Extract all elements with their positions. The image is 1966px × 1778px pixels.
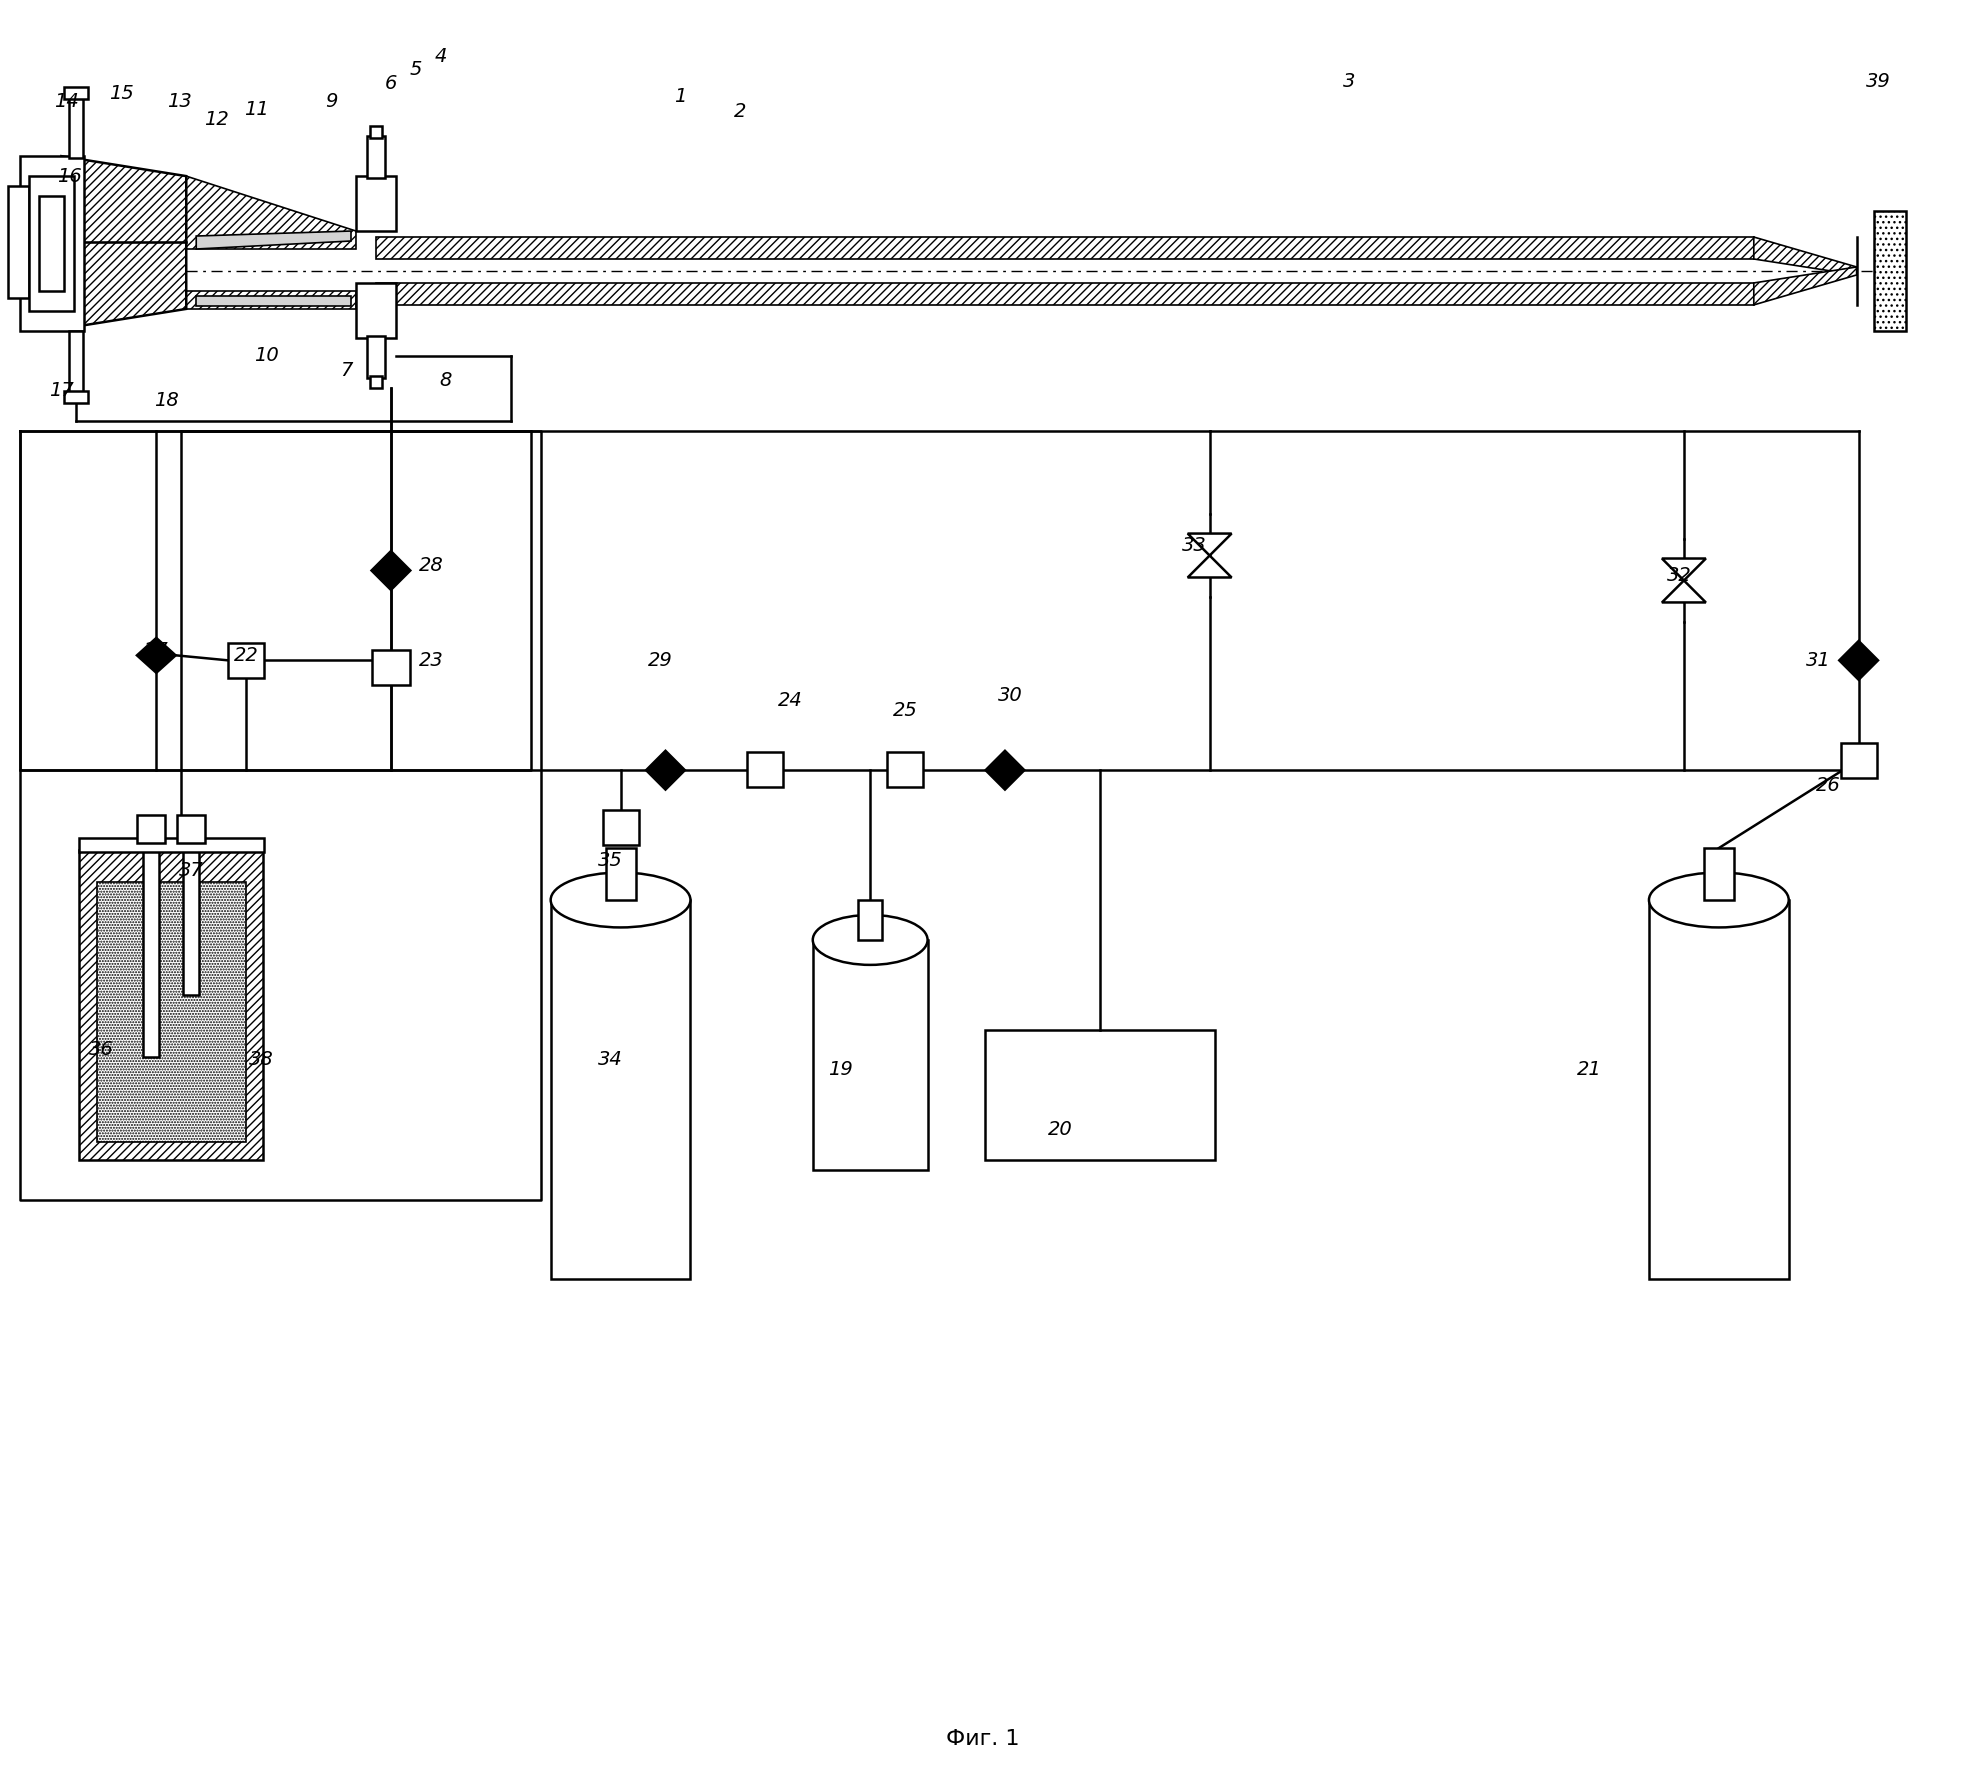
Text: 34: 34 xyxy=(598,1051,623,1069)
Text: 24: 24 xyxy=(779,692,802,709)
Text: 33: 33 xyxy=(1182,535,1207,555)
Polygon shape xyxy=(79,850,263,1159)
Bar xyxy=(368,336,385,377)
Polygon shape xyxy=(1754,236,1856,276)
Bar xyxy=(368,137,385,178)
Polygon shape xyxy=(1187,555,1231,578)
Bar xyxy=(65,87,88,100)
Bar xyxy=(1705,848,1734,900)
Polygon shape xyxy=(645,750,686,789)
Bar xyxy=(606,848,635,900)
Text: 25: 25 xyxy=(893,701,918,720)
Text: 2: 2 xyxy=(733,101,747,121)
Bar xyxy=(144,839,159,1056)
Bar xyxy=(177,814,204,843)
Text: 37: 37 xyxy=(179,861,204,880)
Bar xyxy=(859,900,883,941)
Bar xyxy=(39,196,65,292)
Text: 32: 32 xyxy=(1667,565,1691,585)
Ellipse shape xyxy=(1649,873,1789,928)
Polygon shape xyxy=(1661,558,1706,580)
Text: 30: 30 xyxy=(997,686,1022,704)
Text: 28: 28 xyxy=(419,557,442,574)
Bar xyxy=(370,126,381,139)
Bar xyxy=(69,96,83,158)
Polygon shape xyxy=(197,231,352,249)
Text: 36: 36 xyxy=(88,1040,114,1060)
Text: 35: 35 xyxy=(598,850,623,869)
Text: 7: 7 xyxy=(340,361,352,380)
Bar xyxy=(29,176,75,311)
Text: 6: 6 xyxy=(385,73,397,92)
Text: 26: 26 xyxy=(1817,775,1840,795)
Text: 18: 18 xyxy=(153,391,179,411)
Bar xyxy=(356,176,395,231)
Bar xyxy=(356,283,395,338)
Text: 1: 1 xyxy=(674,87,686,105)
Bar xyxy=(985,1029,1215,1159)
Bar xyxy=(747,752,782,788)
Polygon shape xyxy=(985,750,1024,789)
Text: 11: 11 xyxy=(244,100,269,119)
Bar xyxy=(138,814,165,843)
Text: 31: 31 xyxy=(1807,651,1830,670)
Polygon shape xyxy=(376,283,1754,304)
Polygon shape xyxy=(197,295,352,306)
Text: 3: 3 xyxy=(1343,71,1357,91)
Bar xyxy=(1874,212,1905,331)
Text: 39: 39 xyxy=(1866,71,1891,91)
Text: 4: 4 xyxy=(434,46,446,66)
Text: 12: 12 xyxy=(204,110,228,128)
Bar xyxy=(887,752,924,788)
Text: 8: 8 xyxy=(440,372,452,391)
Bar xyxy=(814,941,928,1170)
Polygon shape xyxy=(187,292,356,309)
Bar xyxy=(604,811,639,845)
Text: 21: 21 xyxy=(1577,1060,1602,1079)
Text: 27: 27 xyxy=(144,640,169,660)
Text: 38: 38 xyxy=(250,1051,273,1069)
Polygon shape xyxy=(1838,640,1879,681)
Text: 14: 14 xyxy=(53,92,79,110)
Polygon shape xyxy=(61,156,187,329)
Bar xyxy=(228,644,263,679)
Text: 19: 19 xyxy=(828,1060,853,1079)
Bar xyxy=(79,837,263,852)
Text: 9: 9 xyxy=(324,92,338,110)
Polygon shape xyxy=(136,637,177,674)
Ellipse shape xyxy=(550,873,690,928)
Text: 29: 29 xyxy=(649,651,672,670)
Polygon shape xyxy=(1754,267,1856,304)
Text: 13: 13 xyxy=(167,92,191,110)
Bar xyxy=(372,651,409,685)
Text: 23: 23 xyxy=(419,651,442,670)
Text: 17: 17 xyxy=(49,380,75,400)
Text: 5: 5 xyxy=(409,60,423,78)
Bar xyxy=(8,187,29,299)
Bar xyxy=(1649,900,1789,1280)
Bar xyxy=(65,391,88,404)
Polygon shape xyxy=(1187,533,1231,555)
Bar xyxy=(98,882,246,1141)
Bar xyxy=(69,331,83,393)
Bar xyxy=(370,375,381,388)
Bar xyxy=(20,156,85,331)
Text: 15: 15 xyxy=(108,84,134,103)
Text: 20: 20 xyxy=(1048,1120,1071,1140)
Polygon shape xyxy=(1661,580,1706,603)
Text: Фиг. 1: Фиг. 1 xyxy=(946,1728,1020,1750)
Bar xyxy=(550,900,690,1280)
Text: 10: 10 xyxy=(254,347,279,364)
Polygon shape xyxy=(187,176,356,249)
Text: 22: 22 xyxy=(234,645,258,665)
Ellipse shape xyxy=(812,916,928,965)
Polygon shape xyxy=(376,236,1754,260)
Text: 16: 16 xyxy=(57,167,83,185)
Bar xyxy=(1840,743,1878,779)
Bar xyxy=(183,839,199,996)
Polygon shape xyxy=(372,551,411,590)
